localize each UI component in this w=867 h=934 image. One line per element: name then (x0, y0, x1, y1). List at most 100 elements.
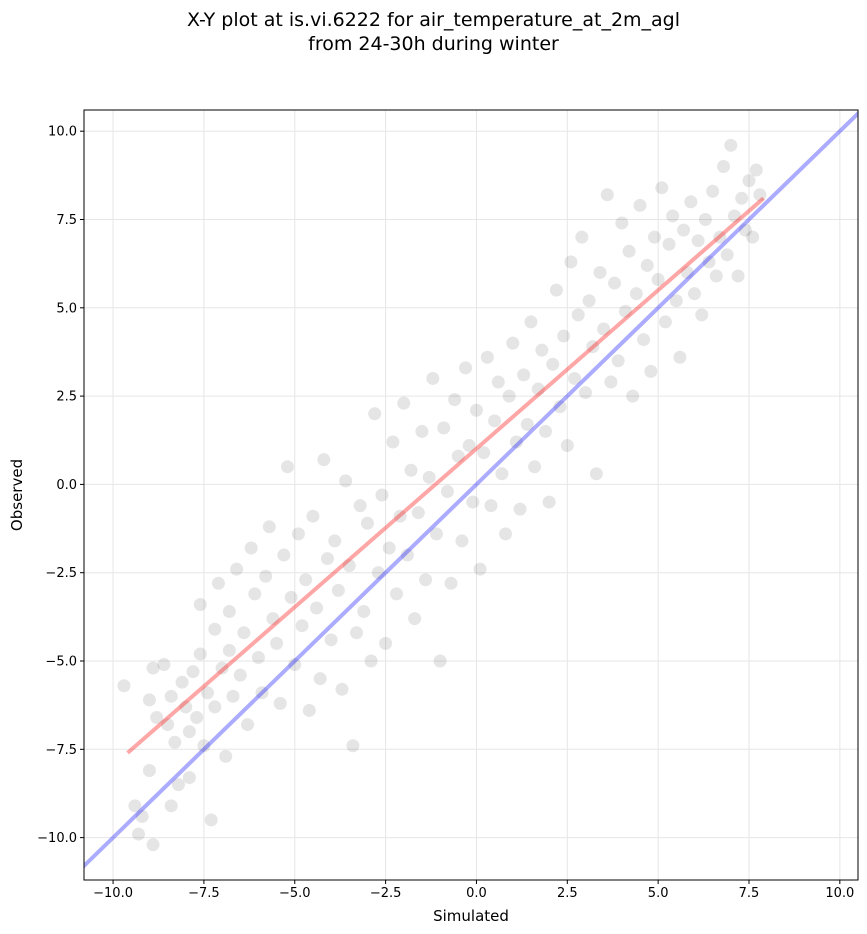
scatter-point (335, 682, 349, 696)
scatter-point (320, 552, 334, 566)
scatter-point (306, 509, 320, 523)
scatter-point (648, 230, 662, 244)
scatter-point (455, 534, 469, 548)
scatter-point (233, 668, 247, 682)
scatter-point (346, 739, 360, 753)
scatter-point (666, 209, 680, 223)
regression-line (126, 196, 765, 755)
scatter-point (284, 590, 298, 604)
y-tick-label: −10.0 (37, 831, 77, 846)
x-tick-label: −10.0 (93, 886, 133, 901)
x-axis-label: Simulated (433, 907, 509, 925)
scatter-point (706, 184, 720, 198)
scatter-point (753, 188, 767, 202)
scatter-point (208, 700, 222, 714)
scatter-point (564, 255, 578, 269)
x-tick-label: −7.5 (188, 886, 220, 901)
scatter-point (462, 439, 476, 453)
scatter-point (473, 562, 487, 576)
scatter-point (302, 703, 316, 717)
scatter-point (622, 244, 636, 258)
x-tick-label: 10.0 (825, 886, 854, 901)
ticks-layer: −10.0 −7.5 −5.0 −2.5 0.0 2.5 5.0 7.5 10.0 −10.0 −7… (37, 125, 854, 901)
scatter-point (360, 516, 374, 530)
y-tick-label: 2.5 (56, 390, 77, 405)
points-layer (117, 138, 767, 852)
scatter-point (270, 636, 284, 650)
scatter-point (404, 463, 418, 477)
scatter-point (379, 636, 393, 650)
scatter-point (117, 679, 131, 693)
scatter-point (142, 693, 156, 707)
scatter-point (626, 389, 640, 403)
scatter-point (288, 658, 302, 672)
scatter-point (644, 364, 658, 378)
scatter-point (720, 248, 734, 262)
scatter-point (495, 467, 509, 481)
scatter-point (738, 223, 752, 237)
scatter-point (513, 502, 527, 516)
y-tick-label: −7.5 (45, 743, 77, 758)
scatter-point (280, 460, 294, 474)
scatter-point (717, 160, 731, 174)
scatter-point (695, 308, 709, 322)
scatter-point (731, 269, 745, 283)
scatter-point (578, 386, 592, 400)
grid-layer (84, 110, 858, 880)
scatter-point (637, 333, 651, 347)
scatter-point (549, 283, 563, 297)
scatter-point (528, 460, 542, 474)
chart-subtitle: from 24-30h during winter (308, 33, 559, 55)
scatter-point (484, 499, 498, 513)
scatter-point (244, 541, 258, 555)
scatter-point (215, 661, 229, 675)
scatter-point (382, 541, 396, 555)
scatter-point (415, 424, 429, 438)
scatter-point (538, 424, 552, 438)
chart-title: X-Y plot at is.vi.6222 for air_temperatu… (186, 9, 681, 31)
scatter-point (132, 827, 146, 841)
y-tick-label: 7.5 (56, 213, 77, 228)
scatter-point (469, 403, 483, 417)
scatter-point (582, 294, 596, 308)
scatter-point (422, 470, 436, 484)
scatter-point (524, 315, 538, 329)
scatter-point (241, 718, 255, 732)
scatter-point (557, 329, 571, 343)
scatter-point (342, 559, 356, 573)
scatter-point (742, 174, 756, 188)
scatter-point (364, 654, 378, 668)
scatter-point (230, 562, 244, 576)
x-tick-label: −2.5 (370, 886, 402, 901)
scatter-point (615, 216, 629, 230)
scatter-point (749, 163, 763, 177)
scatter-point (655, 181, 669, 195)
scatter-point (502, 389, 516, 403)
scatter-point (517, 368, 531, 382)
scatter-point (629, 287, 643, 301)
scatter-point (411, 506, 425, 520)
y-tick-label: −2.5 (45, 566, 77, 581)
scatter-point (368, 407, 382, 421)
scatter-point (535, 343, 549, 357)
scatter-point (222, 643, 236, 657)
scatter-point (397, 396, 411, 410)
scatter-point (702, 255, 716, 269)
scatter-point (146, 661, 160, 675)
scatter-point (317, 453, 331, 467)
scatter-point (618, 304, 632, 318)
scatter-point (560, 439, 574, 453)
y-tick-label: 5.0 (56, 301, 77, 316)
scatter-point (186, 665, 200, 679)
x-tick-label: −5.0 (279, 886, 311, 901)
scatter-point (182, 725, 196, 739)
scatter-point (437, 421, 451, 435)
scatter-point (673, 350, 687, 364)
scatter-point (339, 474, 353, 488)
scatter-point (709, 269, 723, 283)
scatter-point (255, 686, 269, 700)
scatter-point (568, 371, 582, 385)
scatter-point (651, 273, 665, 287)
scatter-point (600, 188, 614, 202)
scatter-point (179, 700, 193, 714)
